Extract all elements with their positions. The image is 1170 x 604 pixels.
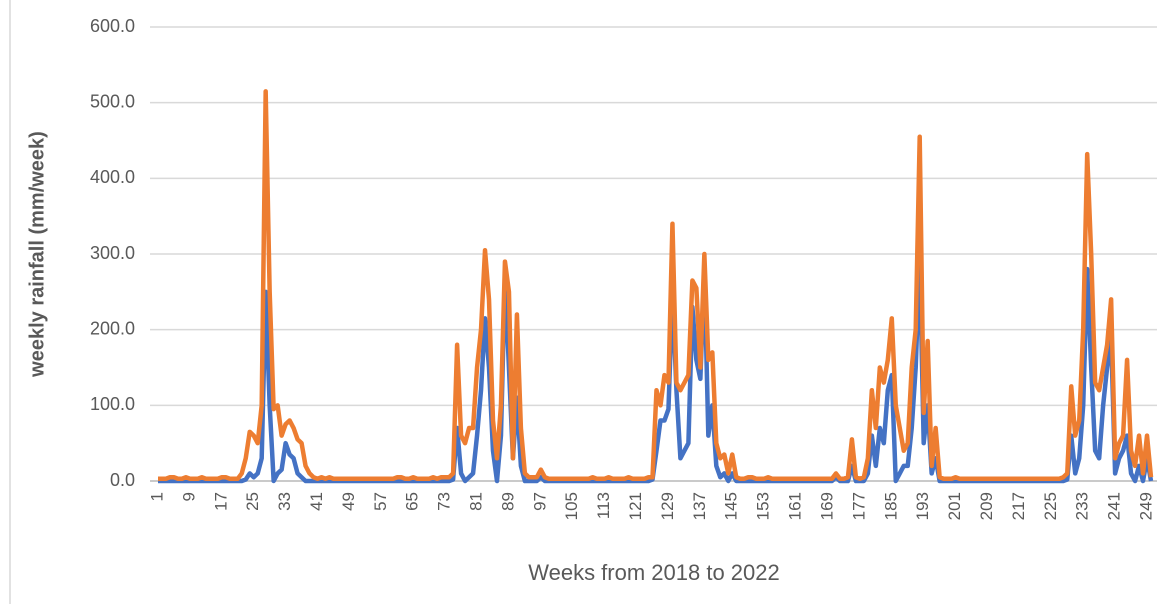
y-tick-label: 500.0: [90, 91, 135, 111]
x-tick-label: 161: [786, 492, 805, 520]
y-tick-label: 0.0: [110, 470, 135, 490]
series-line: [158, 89, 1154, 481]
x-tick-label: 233: [1073, 492, 1092, 520]
y-tick-label: 100.0: [90, 394, 135, 414]
x-tick-label: 73: [435, 492, 454, 511]
x-tick-label: 185: [881, 492, 900, 520]
x-tick-label: 97: [530, 492, 549, 511]
y-axis-title: weekly rainfall (mm/week): [26, 131, 48, 378]
x-tick-label: 241: [1105, 492, 1124, 520]
x-tick-label: 17: [211, 492, 230, 511]
x-tick-label: 249: [1136, 492, 1155, 520]
x-tick-label: 113: [594, 492, 613, 519]
x-tick-label: 201: [945, 492, 964, 520]
x-tick-label: 25: [243, 492, 262, 511]
y-tick-label: 200.0: [90, 318, 135, 338]
x-tick-label: 57: [371, 492, 390, 511]
x-tick-label: 49: [339, 492, 358, 511]
x-tick-label: 105: [562, 492, 581, 520]
x-tick-label: 33: [275, 492, 294, 511]
x-tick-label: 81: [467, 492, 486, 511]
x-tick-label: 121: [626, 492, 645, 520]
x-tick-label: 65: [403, 492, 422, 511]
x-tick-label: 193: [913, 492, 932, 520]
x-tick-label: 129: [658, 492, 677, 520]
y-tick-label: 400.0: [90, 167, 135, 187]
x-tick-label: 217: [1009, 492, 1028, 520]
x-tick-label: 209: [977, 492, 996, 520]
x-tick-label: 9: [179, 492, 198, 501]
x-tick-label: 89: [498, 492, 517, 511]
x-tick-label: 145: [722, 492, 741, 520]
y-tick-label: 600.0: [90, 16, 135, 36]
x-tick-label: 177: [849, 492, 868, 520]
x-tick-label: 1: [147, 492, 166, 501]
x-tick-label: 225: [1041, 492, 1060, 520]
x-tick-label: 41: [307, 492, 326, 511]
x-axis-title: Weeks from 2018 to 2022: [528, 560, 780, 585]
x-tick-label: 137: [690, 492, 709, 520]
y-tick-label: 300.0: [90, 243, 135, 263]
x-tick-label: 169: [817, 492, 836, 520]
x-tick-label: 153: [754, 492, 773, 520]
